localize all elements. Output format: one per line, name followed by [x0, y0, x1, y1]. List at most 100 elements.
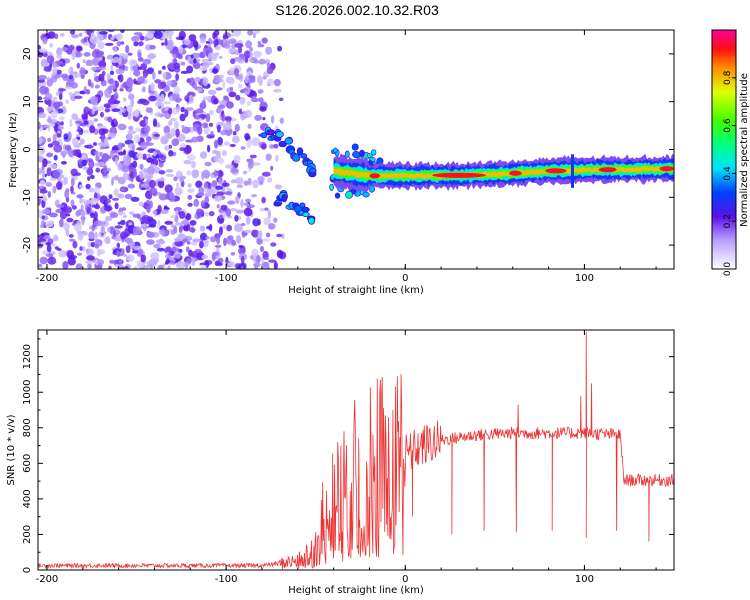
spectrogram-noise-blob — [235, 177, 244, 185]
carrier-peak-segment — [659, 166, 674, 172]
spectrogram-noise-blob — [83, 52, 91, 57]
spectrogram-noise-blob — [219, 214, 224, 219]
spectrogram-noise-blob — [116, 250, 120, 256]
spectrogram-noise-blob — [39, 179, 46, 186]
spectrogram-noise-blob — [247, 123, 252, 129]
spectrogram-noise-blob — [245, 198, 252, 203]
spectrogram-noise-blob — [169, 118, 178, 122]
spectrogram-noise-blob — [187, 194, 193, 200]
spectrogram-noise-blob — [181, 61, 186, 66]
spectrogram-noise-blob — [86, 167, 94, 176]
spectrogram-noise-blob — [152, 118, 158, 127]
spectrogram-noise-blob — [240, 255, 245, 264]
spectrogram-noise-blob — [264, 207, 269, 211]
spectrogram-noise-blob — [120, 231, 127, 240]
spectrogram-noise-blob — [117, 162, 123, 171]
transition-blob — [359, 149, 365, 157]
spectrogram-noise-blob — [207, 52, 217, 61]
spectrogram-noise-blob — [235, 209, 245, 214]
spectrogram-noise-blob — [41, 220, 45, 226]
spectrogram-noise-blob — [191, 260, 196, 266]
spectrogram-noise-blob — [120, 30, 125, 33]
spectrogram-noise-blob — [110, 36, 115, 41]
spectrogram-noise-blob — [38, 136, 43, 145]
spectrogram-noise-blob — [183, 218, 188, 226]
spectrogram-noise-blob — [133, 32, 143, 36]
spectrogram-noise-blob — [59, 88, 67, 92]
transition-blob — [352, 151, 361, 159]
spectrogram-noise-blob — [179, 177, 184, 183]
spectrogram-noise-blob — [208, 211, 215, 217]
spectrogram-noise-blob — [96, 161, 106, 167]
spectrogram-noise-blob — [265, 153, 272, 161]
spectrogram-noise-blob — [72, 71, 77, 75]
spectrogram-noise-blob — [87, 176, 91, 182]
spectrogram-noise-blob — [218, 226, 223, 236]
spectrogram-noise-blob — [210, 130, 214, 136]
upper-branch-blob — [291, 153, 301, 162]
spectrogram-noise-blob — [108, 265, 112, 269]
spectrogram-noise-blob — [251, 95, 257, 101]
spectrogram-noise-blob — [154, 112, 162, 117]
spectrogram-noise-blob — [218, 104, 225, 109]
spectrogram-noise-blob — [262, 117, 266, 121]
spectrogram-noise-blob — [75, 263, 83, 269]
spectrogram-noise-blob — [215, 107, 222, 114]
spectrogram-noise-blob — [221, 150, 227, 156]
spectrogram-noise-blob — [164, 220, 173, 225]
spectrogram-noise-blob — [173, 251, 182, 259]
spectrogram-noise-blob — [205, 113, 211, 123]
spectrogram-noise-blob — [170, 230, 175, 235]
spectrogram-noise-blob — [100, 232, 104, 237]
spectrogram-noise-blob — [245, 40, 253, 49]
spectrogram-noise-blob — [218, 157, 224, 165]
spectrogram-noise-blob — [130, 98, 135, 107]
spectrogram-noise-blob — [257, 89, 264, 94]
spectrogram-noise-blob — [188, 94, 194, 104]
spectrogram-noise-blob — [190, 160, 196, 169]
spectrogram-noise-blob — [46, 55, 55, 64]
spectrogram-noise-blob — [206, 144, 211, 153]
spectrogram-noise-blob — [53, 101, 61, 109]
spectrogram-noise-blob — [99, 151, 103, 157]
spectrogram-noise-blob — [140, 63, 147, 71]
spectrogram-noise-blob — [83, 129, 89, 134]
spectrogram-noise-blob — [260, 143, 267, 150]
spectrogram-noise-blob — [244, 75, 249, 84]
spectrogram-noise-blob — [97, 106, 104, 111]
spectrogram-noise-blob — [87, 78, 92, 87]
spectrogram-noise-blob — [194, 76, 201, 83]
spectrogram-noise-blob — [243, 202, 250, 206]
spectrogram-noise-blob — [242, 170, 248, 175]
spectrogram-noise-blob — [97, 41, 105, 50]
spectrogram-noise-blob — [178, 211, 186, 219]
spectrogram-noise-blob — [46, 79, 53, 87]
spectrogram-noise-blob — [192, 238, 202, 243]
spectrogram-noise-blob — [237, 264, 242, 269]
spectrogram-noise-blob — [175, 182, 180, 188]
spectrogram-noise-blob — [149, 200, 153, 209]
spectrogram-noise-blob — [261, 37, 268, 44]
spectrogram-noise-blob — [52, 170, 61, 179]
spectrogram-noise-blob — [136, 152, 144, 160]
spectrogram-noise-blob — [163, 101, 171, 105]
spectrogram-noise-blob — [149, 264, 154, 269]
spectrogram-noise-blob — [185, 246, 190, 253]
spectrogram-noise-blob — [155, 101, 162, 107]
snr-ytick-label: 800 — [22, 418, 33, 437]
spectrogram-noise-blob — [213, 38, 217, 48]
spectrogram-noise-blob — [81, 211, 86, 217]
spectrogram-noise-blob — [132, 226, 142, 236]
spectrogram-noise-blob — [171, 247, 180, 252]
spectrogram-noise-blob — [235, 235, 242, 244]
snr-xlabel: Height of straight line (km) — [288, 585, 424, 596]
spectrogram-noise-blob — [202, 77, 209, 87]
upper-branch-blob — [275, 130, 284, 138]
spectrogram-noise-blob — [174, 222, 184, 226]
spectrogram-noise-blob — [82, 245, 86, 252]
snr-ytick-label: 600 — [22, 454, 33, 473]
spectrogram-noise-blob — [106, 236, 110, 245]
spectrogram-noise-blob — [186, 154, 196, 161]
spectrogram-noise-blob — [257, 41, 261, 45]
spectrogram-noise-blob — [46, 106, 53, 112]
